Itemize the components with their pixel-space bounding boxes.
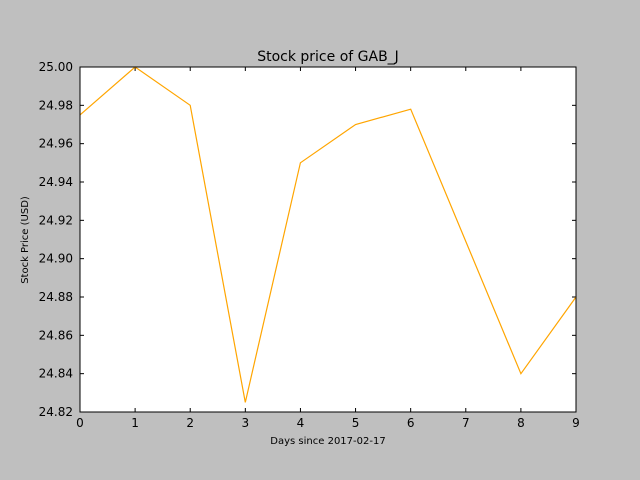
y-tick-label: 24.84 <box>39 367 73 381</box>
x-tick-label: 2 <box>186 416 194 430</box>
y-tick-label: 24.90 <box>39 252 73 266</box>
y-tick-label: 24.82 <box>39 405 73 419</box>
y-tick-label: 24.86 <box>39 328 73 342</box>
y-tick-label: 24.96 <box>39 137 73 151</box>
x-tick-label: 1 <box>131 416 139 430</box>
x-tick-label: 7 <box>462 416 470 430</box>
x-tick-label: 9 <box>572 416 580 430</box>
x-tick-label: 8 <box>517 416 525 430</box>
series-layer <box>79 66 577 403</box>
y-tick-label: 24.98 <box>39 98 73 112</box>
chart-title: Stock price of GAB_J <box>257 49 399 65</box>
price-series-line <box>79 66 577 403</box>
y-tick-label: 24.88 <box>39 290 73 304</box>
x-tick-label: 5 <box>352 416 360 430</box>
x-tick-label: 0 <box>76 416 84 430</box>
y-axis-label: Stock Price (USD) <box>20 196 31 284</box>
plot-frame <box>79 66 577 413</box>
plot-area <box>80 67 576 412</box>
x-tick-label: 4 <box>297 416 305 430</box>
y-tick-label: 24.92 <box>39 213 73 227</box>
y-tick-label: 24.94 <box>39 175 73 189</box>
y-tick-label: 25.00 <box>39 60 73 74</box>
x-axis-label: Days since 2017-02-17 <box>270 436 385 447</box>
x-tick-label: 3 <box>242 416 250 430</box>
x-tick-label: 6 <box>407 416 415 430</box>
